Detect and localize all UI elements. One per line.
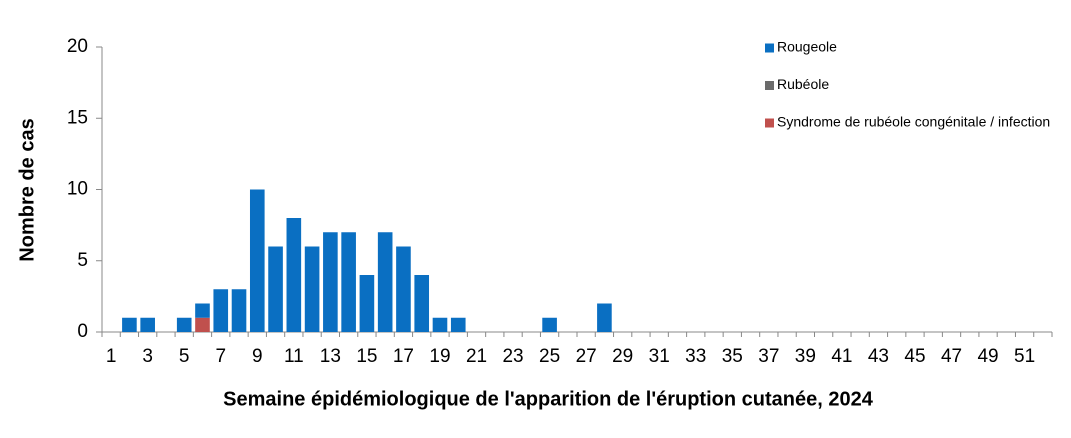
legend-swatch xyxy=(765,118,774,128)
y-tick-label: 5 xyxy=(77,250,88,271)
bar-segment xyxy=(432,317,448,332)
bar-segment xyxy=(268,246,283,332)
bar-segment xyxy=(286,218,302,332)
x-tick-label: 31 xyxy=(649,346,670,367)
x-tick-label: 17 xyxy=(393,346,414,367)
bar-segment xyxy=(377,232,393,332)
legend-swatch xyxy=(765,81,774,90)
x-tick-label: 27 xyxy=(576,346,597,367)
bar-segment xyxy=(542,317,557,332)
legend-label: Rubéole xyxy=(777,76,829,92)
x-tick-label: 13 xyxy=(320,346,341,367)
y-axis-title: Nombre de cas xyxy=(16,118,38,261)
bar-segment xyxy=(195,317,210,332)
x-tick-label: 23 xyxy=(502,346,523,367)
x-tick-label: 25 xyxy=(539,346,560,367)
x-tick-label: 15 xyxy=(356,346,377,367)
x-tick-label: 39 xyxy=(795,346,816,367)
x-tick-label: 9 xyxy=(252,346,263,367)
bar-segment xyxy=(341,232,356,332)
x-tick-label: 45 xyxy=(904,346,925,367)
x-axis-title: Semaine épidémiologique de l'apparition … xyxy=(223,388,874,410)
bar-segment xyxy=(176,317,192,332)
y-tick-label: 20 xyxy=(67,36,88,57)
x-tick-label: 29 xyxy=(612,346,633,367)
bar-segment xyxy=(450,317,466,332)
x-tick-label: 21 xyxy=(466,346,487,367)
x-tick-label: 1 xyxy=(106,346,117,367)
bar-segment xyxy=(122,317,137,332)
y-tick-label: 0 xyxy=(77,321,88,342)
x-tick-label: 49 xyxy=(977,346,998,367)
bar-segment xyxy=(249,189,265,332)
x-tick-label: 43 xyxy=(868,346,889,367)
bar-segment xyxy=(304,246,320,332)
x-tick-label: 51 xyxy=(1014,346,1035,367)
bar-segment xyxy=(140,317,155,332)
x-tick-label: 11 xyxy=(284,346,304,367)
bar-segment xyxy=(323,232,338,332)
bar-segment xyxy=(414,275,430,332)
bar-segment xyxy=(231,289,247,332)
bar-segment xyxy=(213,289,229,332)
legend-label: Syndrome de rubéole congénitale / infect… xyxy=(777,114,1050,130)
x-tick-label: 47 xyxy=(941,346,962,367)
x-tick-label: 7 xyxy=(215,346,226,367)
x-tick-label: 33 xyxy=(685,346,706,367)
y-tick-label: 15 xyxy=(67,107,88,128)
x-tick-label: 19 xyxy=(429,346,450,367)
x-tick-label: 3 xyxy=(142,346,153,367)
x-tick-label: 5 xyxy=(179,346,190,367)
x-tick-label: 41 xyxy=(831,346,852,367)
x-tick-label: 35 xyxy=(722,346,743,367)
legend-swatch xyxy=(765,43,774,53)
y-tick-label: 10 xyxy=(67,179,88,200)
bar-segment xyxy=(597,303,612,332)
bar-segment xyxy=(359,275,375,332)
bar-segment xyxy=(195,303,210,318)
x-tick-label: 37 xyxy=(758,346,779,367)
legend-label: Rougeole xyxy=(777,39,837,55)
bar-segment xyxy=(396,246,411,332)
